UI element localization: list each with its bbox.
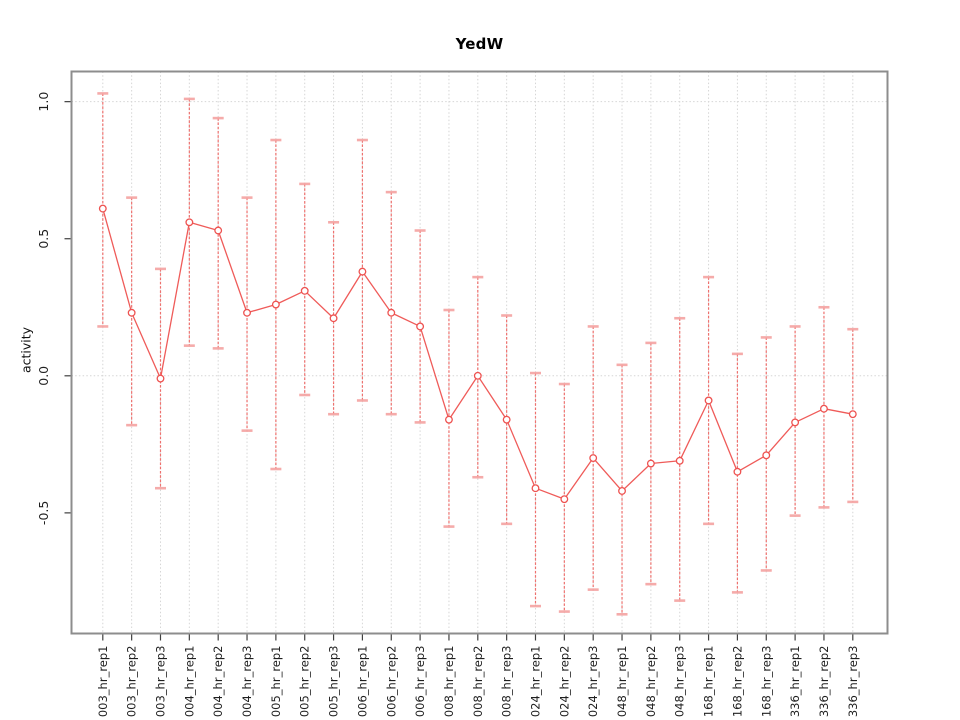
x-tick-label: 008_hr_rep3 [500,646,514,718]
x-tick-label: 005_hr_rep2 [298,646,312,718]
data-point-marker [243,308,251,317]
data-point-marker [387,308,396,317]
x-tick-label: 003_hr_rep1 [96,646,110,718]
gridlines [71,71,888,634]
data-point-marker [762,451,771,460]
data-point-marker [704,396,713,405]
plot-border [70,70,889,635]
y-tick-label: 0.0 [36,366,51,386]
x-tick-label: 003_hr_rep2 [125,646,139,718]
x-tick-label: 006_hr_rep3 [413,646,427,718]
data-point-marker [589,454,598,462]
y-tick-label: 1.0 [36,92,51,112]
x-tick-label: 048_hr_rep1 [615,646,629,718]
x-tick-label: 004_hr_rep1 [182,646,196,718]
data-point-marker [98,204,107,213]
error-bar [212,116,224,350]
data-point-marker [445,415,453,424]
data-point-marker [646,459,655,468]
data-point-marker [733,467,742,476]
data-point-marker [185,218,194,227]
x-tick-label: 024_hr_rep2 [557,646,571,718]
x-tick-label: 336_hr_rep3 [846,646,860,718]
x-tick-label: 005_hr_rep1 [269,646,283,718]
x-tick-label: 004_hr_rep3 [240,646,254,718]
data-point-marker [214,226,223,235]
x-tick-label: 008_hr_rep2 [471,646,485,718]
x-tick-label: 048_hr_rep3 [673,646,687,718]
x-tick-label: 008_hr_rep1 [442,646,456,718]
chart-title: YedW [455,35,504,53]
x-tick-label: 336_hr_rep2 [817,646,831,718]
data-point-marker [473,371,482,380]
data-point-marker [531,484,540,493]
x-tick-label: 336_hr_rep1 [788,646,802,718]
y-tick-label: 0.5 [36,229,51,249]
data-point-marker [560,495,569,504]
error-bar [183,97,195,347]
x-tick-label: 168_hr_rep3 [759,646,773,718]
data-point-marker [618,486,626,495]
data-points [98,204,857,504]
error-bar [703,275,715,526]
data-point-marker [820,404,828,413]
error-bar [789,325,801,517]
x-tick-label: 168_hr_rep1 [702,646,716,718]
data-point-marker [300,286,309,295]
error-bar [731,352,743,594]
data-point-marker [329,314,338,323]
x-tick-label: 048_hr_rep2 [644,646,658,718]
data-point-marker [502,415,511,424]
data-point-marker [791,418,800,427]
data-point-marker [675,456,684,465]
data-point-marker [271,300,280,309]
x-tick-label: 024_hr_rep1 [528,646,542,718]
data-point-marker [127,308,136,317]
x-tick-label: 006_hr_rep1 [355,646,369,718]
x-tick-label: 024_hr_rep3 [586,646,600,718]
x-tick-label: 004_hr_rep2 [211,646,225,718]
x-tick-label: 003_hr_rep3 [153,646,167,718]
data-point-marker [358,267,367,276]
x-tick-label: 168_hr_rep2 [730,646,744,718]
x-axis: 003_hr_rep1 003_hr_rep2 003_hr_rep3 004_hr_… [96,633,860,718]
x-tick-label: 006_hr_rep2 [384,646,398,718]
data-point-marker [156,374,165,383]
data-point-marker [848,410,857,419]
y-axis: 1.0 0.5 0.0 -0.5 [36,92,72,525]
error-bar [674,316,686,602]
x-tick-label: 005_hr_rep3 [327,646,341,718]
data-point-marker [416,322,425,331]
error-bar [385,190,397,416]
y-tick-label: -0.5 [36,501,51,525]
